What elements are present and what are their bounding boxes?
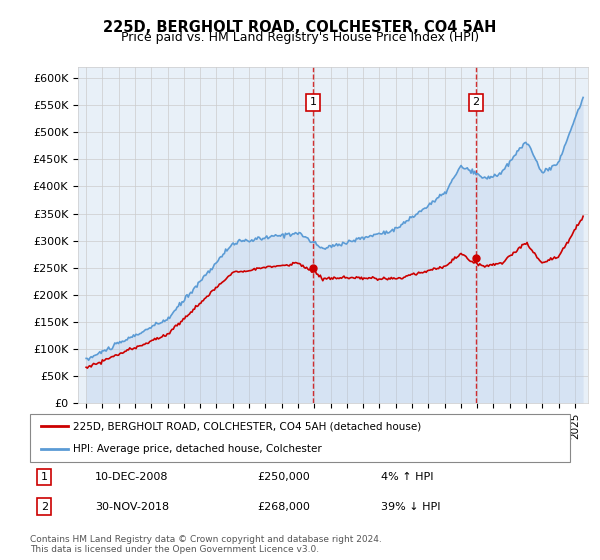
Text: £250,000: £250,000 — [257, 472, 310, 482]
Text: 225D, BERGHOLT ROAD, COLCHESTER, CO4 5AH: 225D, BERGHOLT ROAD, COLCHESTER, CO4 5AH — [103, 20, 497, 35]
Text: 2: 2 — [41, 502, 48, 512]
Text: 1: 1 — [310, 97, 316, 108]
Text: 39% ↓ HPI: 39% ↓ HPI — [381, 502, 440, 512]
Text: Price paid vs. HM Land Registry's House Price Index (HPI): Price paid vs. HM Land Registry's House … — [121, 31, 479, 44]
Text: 225D, BERGHOLT ROAD, COLCHESTER, CO4 5AH (detached house): 225D, BERGHOLT ROAD, COLCHESTER, CO4 5AH… — [73, 421, 421, 431]
Text: 30-NOV-2018: 30-NOV-2018 — [95, 502, 169, 512]
Text: £268,000: £268,000 — [257, 502, 310, 512]
Text: 2: 2 — [472, 97, 479, 108]
Text: 4% ↑ HPI: 4% ↑ HPI — [381, 472, 433, 482]
Text: Contains HM Land Registry data © Crown copyright and database right 2024.
This d: Contains HM Land Registry data © Crown c… — [30, 535, 382, 554]
Text: 1: 1 — [41, 472, 48, 482]
Text: 10-DEC-2008: 10-DEC-2008 — [95, 472, 168, 482]
Text: HPI: Average price, detached house, Colchester: HPI: Average price, detached house, Colc… — [73, 444, 322, 454]
FancyBboxPatch shape — [30, 414, 570, 462]
